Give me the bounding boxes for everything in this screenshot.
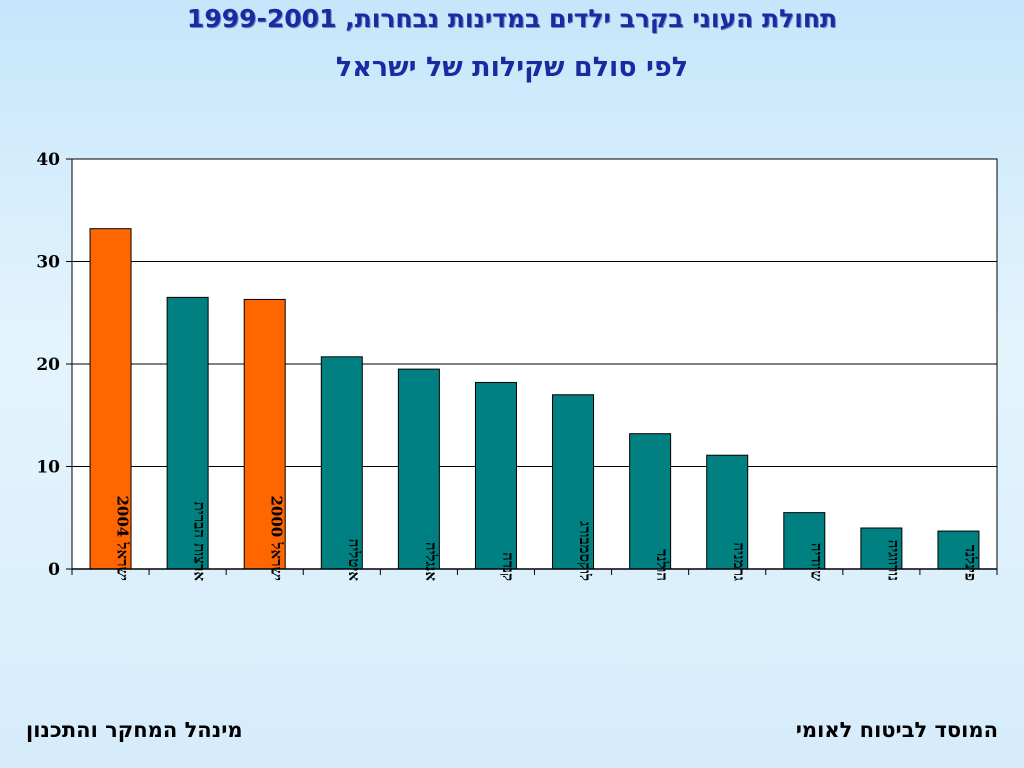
- x-tick-label: שוודיה: [807, 543, 825, 581]
- bar: [243, 298, 286, 570]
- x-tick-label: ארצות הברית: [191, 502, 209, 582]
- x-tick-label: לוקסמבורג: [576, 521, 594, 581]
- bar: [629, 433, 672, 570]
- chart-title: תחולת העוני בקרב ילדים במדינות נבחרות, 1…: [186, 4, 838, 33]
- x-tick-label: פינלנד: [961, 545, 979, 581]
- x-tick-label: איטליה: [345, 539, 363, 582]
- bar: [89, 228, 132, 570]
- chart-subtitle: לפי סולם שקילות של ישראל: [335, 52, 689, 83]
- x-tick-label: אנגליה: [422, 542, 440, 581]
- x-tick-label: הולנד: [653, 549, 671, 581]
- bar: [552, 394, 595, 570]
- y-tick-label: 10: [36, 458, 60, 478]
- y-tick-label: 30: [36, 253, 60, 273]
- y-tick-label: 0: [48, 560, 60, 580]
- bar: [166, 296, 209, 570]
- y-tick-label: 40: [36, 150, 60, 170]
- x-tick-label: ישראל 2004: [114, 495, 132, 581]
- bar: [320, 356, 363, 570]
- bar: [474, 381, 517, 570]
- x-tick-label: ישראל 2000: [268, 495, 286, 581]
- bar: [706, 454, 749, 570]
- bar: [860, 527, 903, 570]
- footer-department: מינהל המחקר והתכנון: [26, 718, 243, 742]
- x-tick-label: קנדה: [499, 552, 517, 581]
- y-tick-label: 20: [36, 355, 60, 375]
- bar: [397, 368, 440, 570]
- bar: [937, 530, 980, 570]
- x-tick-label: נורווגיה: [884, 540, 902, 581]
- footer-organization: המוסד לביטוח לאומי: [795, 718, 998, 742]
- x-tick-label: גרמניה: [730, 542, 748, 581]
